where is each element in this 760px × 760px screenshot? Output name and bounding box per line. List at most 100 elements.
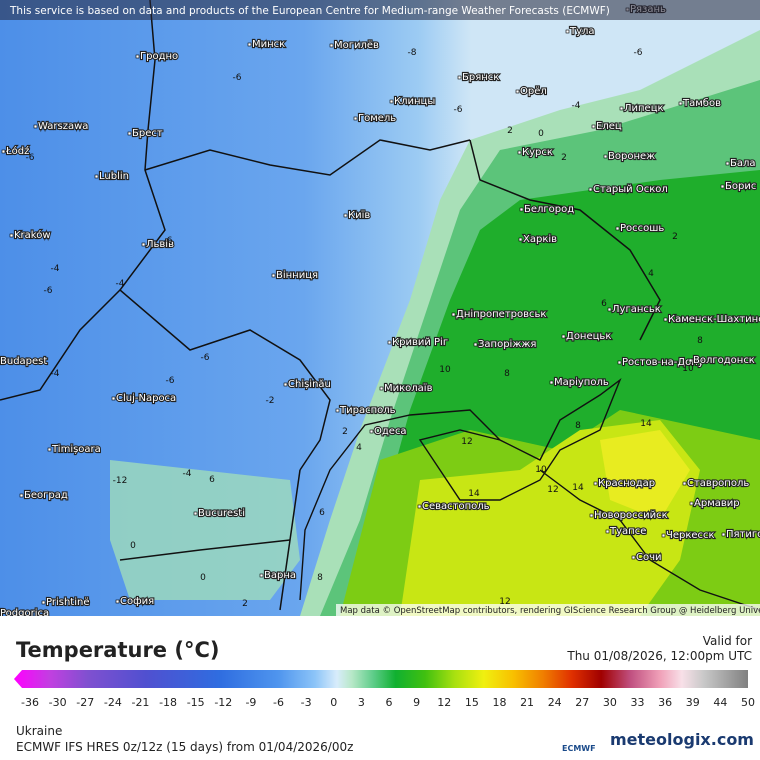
- city-label: Белгород: [524, 204, 574, 215]
- contour-label: 10: [682, 364, 694, 374]
- color-bar-tick-label: -15: [186, 696, 205, 709]
- color-bar-tick-label: -6: [273, 696, 285, 709]
- city-dot: [663, 317, 668, 322]
- contour-label: 14: [572, 483, 584, 493]
- model-run: ECMWF IFS HRES 0z/12z (15 days) from 01/…: [16, 740, 354, 754]
- city-label: Łódź: [5, 145, 29, 157]
- city-dot: [519, 207, 524, 212]
- city-label: Київ: [348, 210, 370, 221]
- color-bar-tick-label: -36: [21, 696, 39, 709]
- contour-label: 12: [461, 437, 472, 447]
- city-dot: [343, 213, 348, 218]
- color-bar-tick-label: 9: [413, 696, 421, 709]
- color-bar-tick-label: 44: [713, 696, 728, 709]
- city-label: Липецк: [624, 103, 664, 114]
- city-label: Запоріжжя: [478, 338, 536, 350]
- contour-label: -6: [233, 73, 242, 83]
- color-bar-tick-label: 0: [330, 696, 338, 709]
- contour-label: -6: [26, 153, 35, 163]
- contour-label: 8: [697, 336, 703, 346]
- city-dot: [369, 429, 374, 434]
- city-label: Одеса: [374, 426, 407, 437]
- city-label: Борис: [725, 181, 756, 192]
- city-label: Гомель: [358, 113, 396, 124]
- city-label: Ставрополь: [687, 478, 749, 489]
- color-bar-tick-label: -30: [48, 696, 67, 709]
- city-label: Орёл: [520, 86, 547, 97]
- valid: Valid for Thu 01/08/2026, 12:00pm UTC: [567, 634, 752, 664]
- contour-label: 0: [130, 541, 136, 551]
- contour-label: 0: [538, 129, 544, 139]
- contour-label: -12: [113, 476, 128, 486]
- city-label: Гродно: [140, 51, 178, 62]
- city-dot: [617, 360, 622, 365]
- city-dot: [682, 481, 687, 486]
- city-label: Ростов-на-Дону: [622, 357, 704, 368]
- color-bar-tick-label: -21: [131, 696, 150, 709]
- region: Ukraine: [16, 724, 63, 738]
- color-bar-tick-label: 12: [437, 696, 452, 709]
- city-dot: [19, 493, 24, 498]
- city-label: Варна: [264, 570, 296, 581]
- color-bar-tick-label: 24: [547, 696, 562, 709]
- city-dot: [451, 312, 456, 317]
- city-dot: [619, 106, 624, 111]
- city-label: Брест: [132, 128, 163, 139]
- city-label: Воронеж: [608, 151, 655, 162]
- legend-title: Temperature (°C): [16, 638, 220, 662]
- contour-label: 10: [535, 465, 547, 475]
- contour-label: 6: [601, 299, 607, 309]
- color-bar-tick-label: -9: [245, 696, 257, 709]
- color-bar-tick-label: 36: [658, 696, 673, 709]
- mild-area: [110, 460, 300, 600]
- city-label: София: [120, 596, 154, 607]
- city-dot: [115, 599, 120, 604]
- notice: This service is based on data and produc…: [9, 5, 610, 17]
- contour-label: 6: [319, 508, 325, 518]
- contour-label: 0: [200, 573, 206, 583]
- color-bar-tick-label: 50: [741, 696, 755, 709]
- coastline: [299, 377, 760, 611]
- color-bar-tick-label: -3: [300, 696, 312, 709]
- ecmwf-logo: ECMWF: [562, 744, 596, 753]
- city-label: Могилёв: [334, 40, 379, 51]
- attribution-bg: [336, 604, 760, 616]
- contour-label: 4: [356, 443, 362, 453]
- city-dot: [605, 529, 610, 534]
- contour-label: -8: [408, 48, 417, 58]
- city-label: Минск: [252, 39, 285, 50]
- city-dot: [353, 116, 358, 121]
- city-dot: [135, 54, 140, 59]
- city-dot: [141, 242, 146, 247]
- city-dot: [33, 124, 38, 129]
- city-label: Београд: [24, 490, 68, 501]
- contour-label: 2: [561, 153, 567, 163]
- city-dot: [615, 226, 620, 231]
- city-dot: [457, 75, 462, 80]
- city-dot: [720, 184, 725, 189]
- city-dot: [565, 29, 570, 34]
- color-bar-tick-label: 21: [520, 696, 535, 709]
- valid-time: Thu 01/08/2026, 12:00pm UTC: [567, 649, 752, 663]
- city-label: Lublin: [99, 171, 129, 182]
- city-dot: [678, 101, 683, 106]
- color-bar-tick-label: -12: [214, 696, 233, 709]
- city-dot: [335, 408, 340, 413]
- city-label: Budapest: [0, 356, 47, 367]
- city-label: Брянск: [462, 72, 499, 83]
- contour-label: 6: [209, 475, 215, 485]
- contour-label: 2: [242, 599, 248, 609]
- city-label: Timișoara: [51, 444, 101, 455]
- color-bar: [14, 670, 748, 688]
- contour-label: 2: [507, 126, 513, 136]
- city-dot: [271, 273, 276, 278]
- color-bar-ticks: -36 -30 -27 -24 -21 -18 -15 -12 -9 -6 -3 0 3 6 9 12 15 18…: [0, 696, 760, 710]
- contour-label: 14: [468, 489, 480, 499]
- city-label: Севастополь: [422, 501, 490, 512]
- contour-label: -6: [44, 286, 53, 296]
- city-dot: [111, 396, 116, 401]
- contour-label: 14: [640, 419, 652, 429]
- city-label: Новороссийск: [594, 510, 668, 521]
- city-dot: [41, 600, 46, 605]
- city-dot: [473, 342, 478, 347]
